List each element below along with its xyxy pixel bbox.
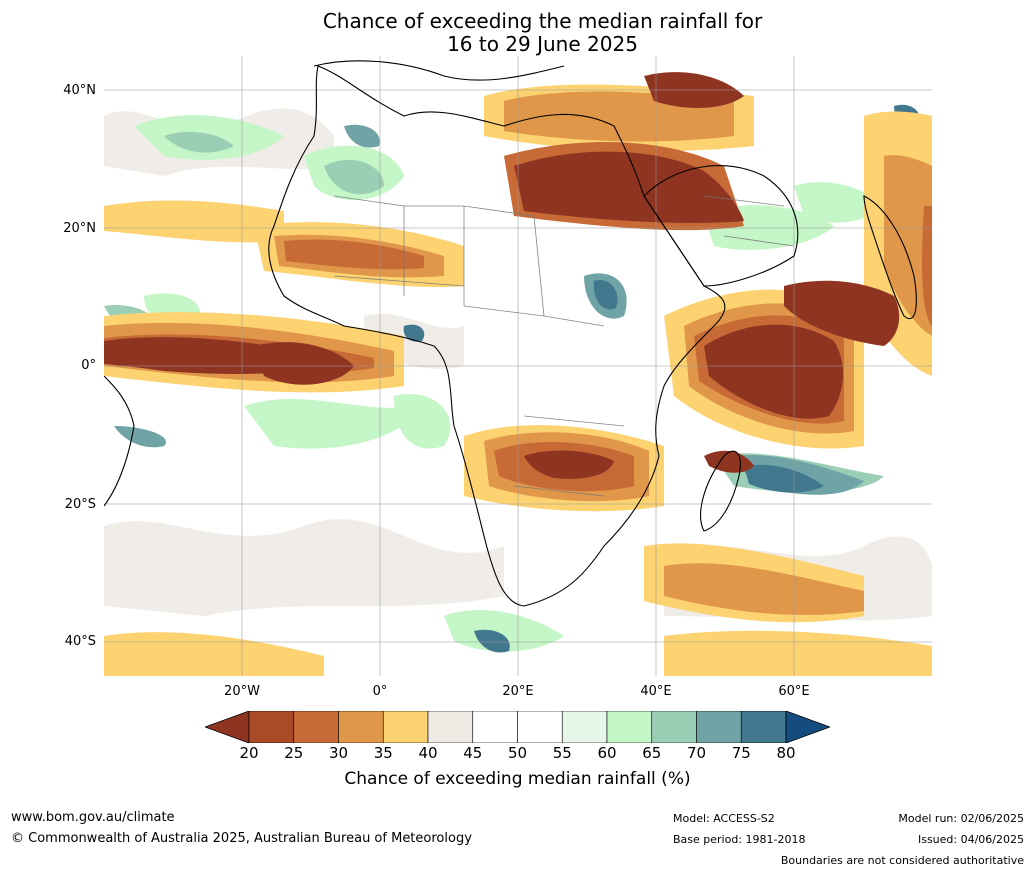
country-borders <box>333 195 795 497</box>
colorbar-extend-high <box>785 711 830 743</box>
colorbar-tick-label: 50 <box>507 744 528 762</box>
colorbar-tick-label: 60 <box>597 744 617 762</box>
colorbar-tick-label: 80 <box>776 744 796 762</box>
map-title-line2: 16 to 29 June 2025 <box>447 32 638 56</box>
colorbar-bin <box>472 711 518 743</box>
colorbar-bin <box>606 711 653 743</box>
colorbar-bin <box>248 711 295 743</box>
lon-label: 20°W <box>224 684 260 699</box>
coastline <box>104 60 917 607</box>
colorbar-bin <box>696 711 742 743</box>
lat-label: 40°N <box>63 83 96 98</box>
colorbar-bin <box>427 711 474 743</box>
colorbar-bin <box>740 711 787 743</box>
colorbar-bin <box>293 711 339 743</box>
rainfall-probability-map <box>104 56 932 676</box>
colorbar-tick-label: 70 <box>686 744 707 762</box>
colorbar-tick-label: 45 <box>463 744 483 762</box>
colorbar-tick-label: 40 <box>418 744 438 762</box>
lat-label: 0° <box>81 358 96 373</box>
colorbar-extend-low <box>205 711 250 743</box>
colorbar-bin <box>561 711 608 743</box>
colorbar-tick-label: 35 <box>373 744 393 762</box>
footer-model-run: Model run: 02/06/2025 <box>898 812 1024 825</box>
colorbar-tick-label: 30 <box>328 744 349 762</box>
footer-model: Model: ACCESS-S2 <box>673 812 775 825</box>
lat-label: 20°S <box>64 497 96 512</box>
footer-copyright: © Commonwealth of Australia 2025, Austra… <box>11 831 472 846</box>
lon-label: 40°E <box>640 684 672 699</box>
lat-label: 20°N <box>63 221 96 236</box>
lon-label: 0° <box>372 684 388 699</box>
lon-label: 20°E <box>502 684 534 699</box>
colorbar-tick-label: 65 <box>642 744 662 762</box>
colorbar-tick-label: 20 <box>239 744 259 762</box>
colorbar-bin <box>651 711 697 743</box>
colorbar-tick-label: 75 <box>731 744 751 762</box>
colorbar <box>205 711 830 743</box>
lon-label: 60°E <box>778 684 810 699</box>
colorbar-tick-label: 55 <box>552 744 572 762</box>
colorbar-bin <box>338 711 384 743</box>
colorbar-label: Chance of exceeding median rainfall (%) <box>344 769 691 789</box>
footer-url[interactable]: www.bom.gov.au/climate <box>11 810 175 825</box>
colorbar-tick-label: 25 <box>284 744 304 762</box>
colorbar-bin <box>382 711 429 743</box>
map-canvas <box>104 56 932 676</box>
footer-issued: Issued: 04/06/2025 <box>917 833 1024 846</box>
lat-label: 40°S <box>64 634 96 649</box>
footer-base-period: Base period: 1981-2018 <box>673 833 806 846</box>
footer-disclaimer: Boundaries are not considered authoritat… <box>780 854 1024 867</box>
colorbar-bin <box>517 711 563 743</box>
map-title-line1: Chance of exceeding the median rainfall … <box>322 9 763 33</box>
